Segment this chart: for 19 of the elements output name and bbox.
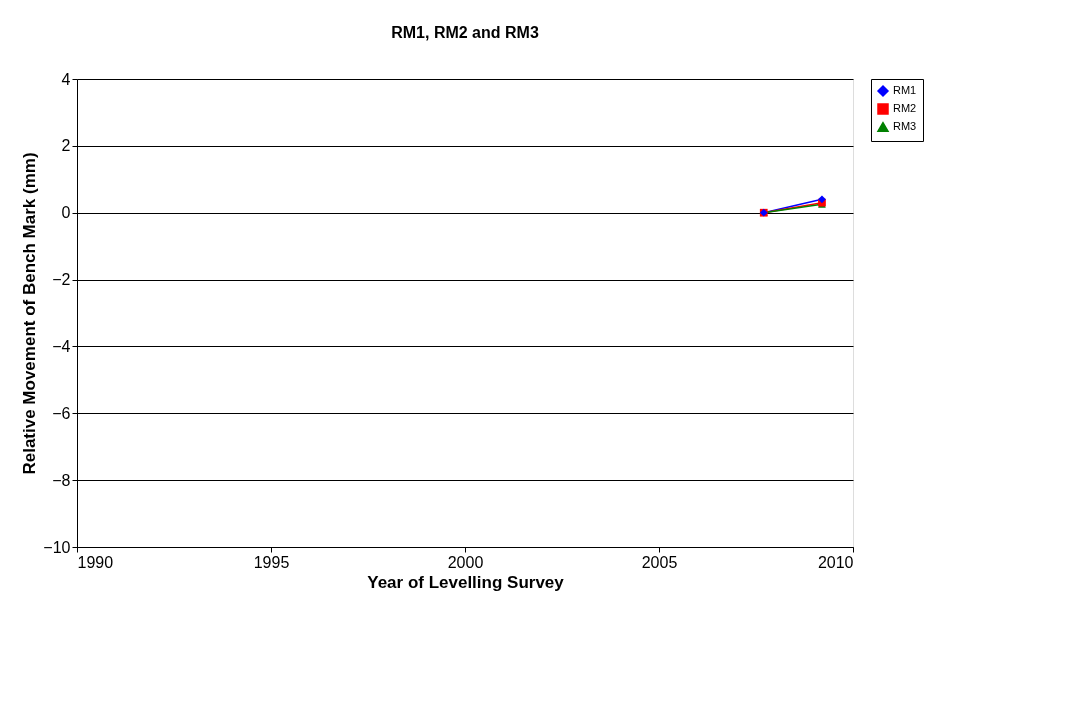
- legend-label: RM1: [893, 84, 917, 96]
- y-tick-label: 2: [61, 137, 71, 155]
- y-tick-label: −4: [52, 337, 71, 355]
- x-tick-label: 1990: [77, 553, 114, 571]
- y-tick-label: −10: [43, 538, 71, 556]
- x-tick-label: 1995: [253, 553, 290, 571]
- chart-title: RM1, RM2 and RM3: [391, 24, 539, 41]
- y-tick-label: −6: [52, 404, 71, 422]
- legend-label: RM3: [893, 120, 917, 132]
- x-tick-label: 2010: [817, 553, 854, 571]
- x-tick-label: 2000: [447, 553, 484, 571]
- y-tick-label: −8: [52, 471, 71, 489]
- y-tick-label: 0: [61, 204, 71, 222]
- y-axis-title: Relative Movement of Bench Mark (mm): [20, 152, 40, 475]
- y-tick-label: −2: [52, 271, 71, 289]
- legend-label: RM2: [893, 102, 917, 114]
- x-tick-label: 2005: [641, 553, 678, 571]
- x-axis-title: Year of Levelling Survey: [367, 572, 565, 592]
- y-tick-label: 4: [61, 70, 71, 88]
